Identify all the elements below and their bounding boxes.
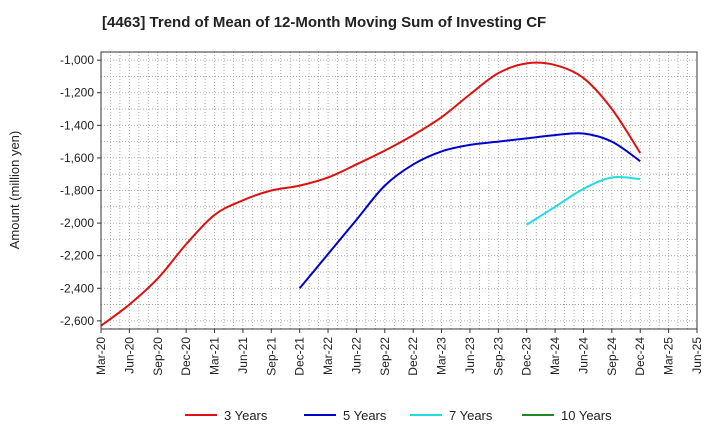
x-tick-label: Dec-22 (406, 337, 420, 376)
x-tick-label: Sep-23 (491, 337, 505, 376)
y-tick-label: -1,200 (60, 86, 94, 100)
x-tick-label: Mar-20 (94, 337, 108, 375)
x-tick-label: Dec-20 (179, 337, 193, 376)
x-tick-label: Mar-24 (548, 337, 562, 375)
chart-title: [4463] Trend of Mean of 12-Month Moving … (102, 14, 546, 31)
legend-label: 10 Years (561, 408, 612, 423)
x-tick-label: Jun-25 (690, 337, 704, 374)
y-tick-label: -2,600 (60, 314, 94, 328)
series-line-0 (100, 61, 642, 327)
x-tick-label: Jun-23 (463, 337, 477, 374)
legend: 3 Years 5 Years 7 Years 10 Years (185, 408, 612, 423)
y-tick-label: -1,000 (60, 53, 94, 67)
x-tick-label: Jun-22 (349, 337, 363, 374)
legend-label: 5 Years (343, 408, 387, 423)
y-tick-label: -2,200 (60, 249, 94, 263)
x-tick-label: Mar-21 (208, 337, 222, 375)
y-axis-label: Amount (million yen) (7, 131, 22, 250)
x-tick-label: Sep-24 (605, 337, 619, 376)
y-tick-label: -1,800 (60, 184, 94, 198)
x-tick-label: Sep-22 (378, 337, 392, 376)
x-tick-label: Mar-22 (321, 337, 335, 375)
series-line-2 (526, 175, 641, 226)
x-tick-label: Jun-21 (236, 337, 250, 374)
x-tick-label: Jun-24 (576, 337, 590, 374)
y-tick-label: -2,000 (60, 216, 94, 230)
plot-area: -1,000 -1,200 -1,400 -1,600 -1,800 -2,000 -2,2… (60, 51, 704, 376)
y-tick-label: -2,400 (60, 281, 94, 295)
y-tick-label: -1,400 (60, 118, 94, 132)
x-tick-label: Dec-23 (520, 337, 534, 376)
x-tick-label: Jun-20 (122, 337, 136, 374)
legend-label: 3 Years (224, 408, 268, 423)
x-tick-label: Sep-21 (264, 337, 278, 376)
y-tick-label: -1,600 (60, 151, 94, 165)
x-tick-label: Mar-23 (435, 337, 449, 375)
x-tick-label: Dec-21 (293, 337, 307, 376)
x-tick-label: Mar-25 (662, 337, 676, 375)
series-line-1 (298, 132, 641, 289)
x-tick-label: Sep-20 (151, 337, 165, 376)
legend-label: 7 Years (449, 408, 493, 423)
x-tick-label: Dec-24 (633, 337, 647, 376)
